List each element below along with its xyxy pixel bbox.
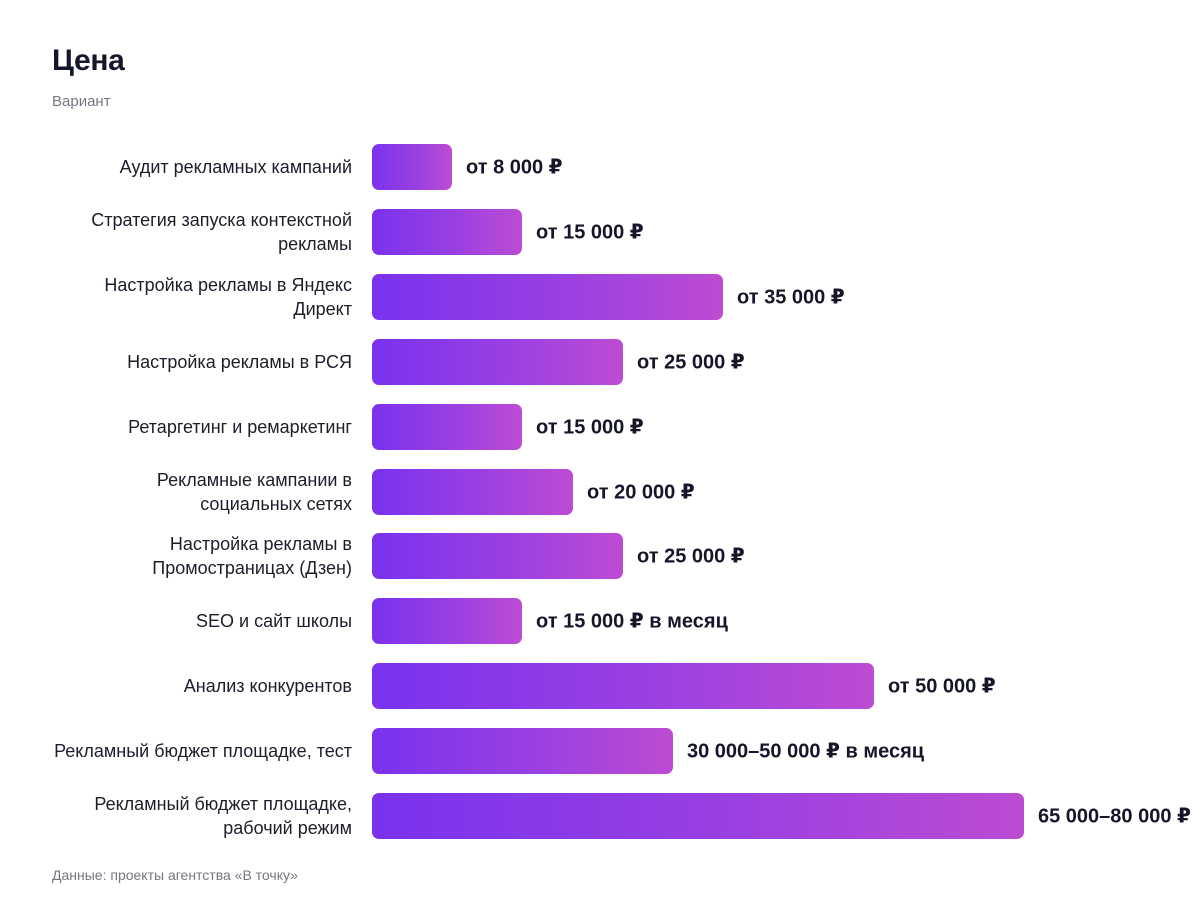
category-label: Ретаргетинг и ремаркетинг <box>128 417 352 437</box>
bar <box>372 209 522 255</box>
chart-footnote: Данные: проекты агентства «В точку» <box>52 867 298 883</box>
category-label: Аудит рекламных кампаний <box>119 157 352 177</box>
bar <box>372 404 522 450</box>
category-label: Рекламный бюджет площадке, рабочий режим <box>94 794 352 838</box>
category-label: Рекламные кампании в социальных сетях <box>156 470 352 514</box>
category-label: Стратегия запуска контекстной рекламы <box>91 210 352 254</box>
bar <box>372 339 623 385</box>
value-label: от 25 000 ₽ <box>637 351 745 374</box>
value-label: от 15 000 ₽ <box>536 416 644 439</box>
bar <box>372 533 623 579</box>
bar-row: Анализ конкурентов от 50 000 ₽ <box>0 663 1200 709</box>
value-label: от 15 000 ₽ <box>536 221 644 244</box>
category-label: Настройка рекламы в РСЯ <box>127 352 352 372</box>
bar <box>372 598 522 644</box>
value-label: 30 000–50 000 ₽ в месяц <box>687 740 925 763</box>
chart-subtitle: Вариант <box>52 93 111 110</box>
value-label: от 50 000 ₽ <box>888 675 996 698</box>
bar-row: Рекламный бюджет площадке, тест 30 000–50… <box>0 728 1200 774</box>
category-label: Настройка рекламы в Яндекс Директ <box>104 275 352 319</box>
bar <box>372 663 874 709</box>
value-label: от 8 000 ₽ <box>466 156 563 179</box>
bar <box>372 144 452 190</box>
category-label: Рекламный бюджет площадке, тест <box>54 741 352 761</box>
category-label: Настройка рекламы в Промостраницах (Дзен… <box>152 534 352 578</box>
category-label: Анализ конкурентов <box>183 676 352 696</box>
bar-row: Настройка рекламы в РСЯ от 25 000 ₽ <box>0 339 1200 385</box>
bar-row: Ретаргетинг и ремаркетинг от 15 000 ₽ <box>0 404 1200 450</box>
bar <box>372 728 673 774</box>
value-label: от 15 000 ₽ в месяц <box>536 610 728 633</box>
bar-row: Стратегия запуска контекстной рекламы от … <box>0 209 1200 255</box>
bar-row: Рекламный бюджет площадке, рабочий режим… <box>0 793 1200 839</box>
bar <box>372 274 723 320</box>
bar <box>372 793 1024 839</box>
value-label: от 20 000 ₽ <box>587 481 695 504</box>
bar-row: SEO и сайт школы от 15 000 ₽ в месяц <box>0 598 1200 644</box>
bar-row: Рекламные кампании в социальных сетях от … <box>0 469 1200 515</box>
value-label: от 25 000 ₽ <box>637 545 745 568</box>
bar-row: Настройка рекламы в Яндекс Директ от 35 0… <box>0 274 1200 320</box>
category-label: SEO и сайт школы <box>196 611 352 631</box>
value-label: 65 000–80 000 ₽ <box>1038 805 1191 828</box>
bar <box>372 469 573 515</box>
bar-row: Настройка рекламы в Промостраницах (Дзен… <box>0 533 1200 579</box>
bar-row: Аудит рекламных кампаний от 8 000 ₽ <box>0 144 1200 190</box>
chart-title: Цена <box>52 44 125 77</box>
value-label: от 35 000 ₽ <box>737 286 845 309</box>
